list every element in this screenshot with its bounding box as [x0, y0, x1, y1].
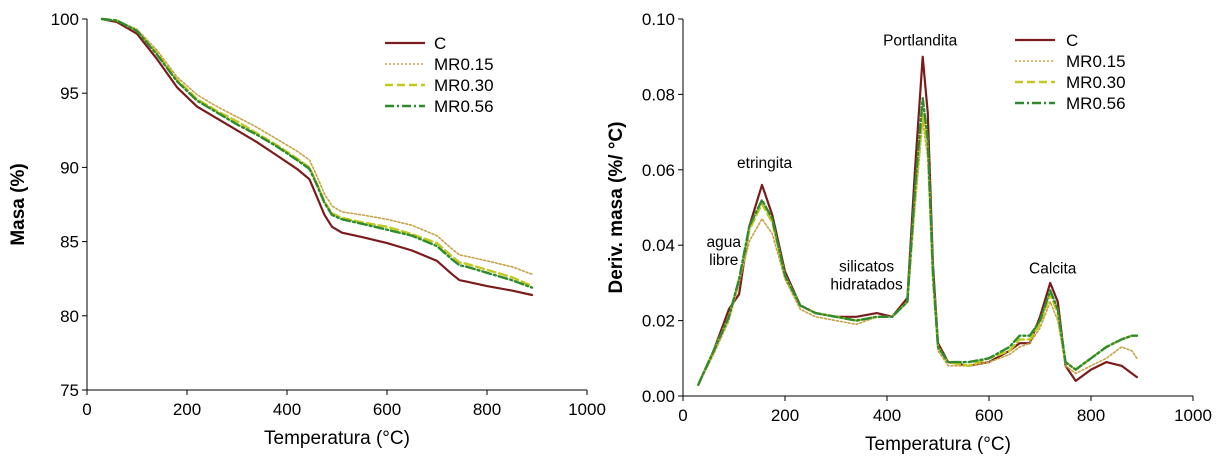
legend-label: C — [434, 34, 446, 53]
y-tick-label: 0.06 — [642, 161, 675, 180]
legend-label: MR0.30 — [1066, 73, 1126, 92]
y-axis-label: Masa (%) — [8, 163, 29, 245]
annotation-line: libre — [709, 252, 738, 269]
x-axis-label: Temperatura (°C) — [264, 428, 410, 449]
annotation-label: etringita — [737, 155, 793, 172]
series-line-mr0-15 — [101, 18, 533, 275]
x-tick-label: 200 — [771, 406, 799, 425]
annotation-label: Portlandita — [883, 32, 957, 49]
y-tick-label: 85 — [60, 233, 79, 252]
annotation-label: agua libre — [707, 234, 742, 269]
x-tick-label: 800 — [473, 400, 501, 419]
legend-label: MR0.15 — [434, 55, 494, 74]
x-tick-label: 200 — [173, 400, 201, 419]
x-tick-label: 0 — [678, 406, 687, 425]
x-tick-label: 1000 — [568, 400, 606, 419]
y-tick-label: 0.10 — [642, 10, 675, 29]
y-tick-label: 0.04 — [642, 236, 675, 255]
annotation-line: hidratados — [830, 277, 903, 294]
y-tick-label: 95 — [60, 84, 79, 103]
legend-label: MR0.56 — [434, 97, 494, 116]
x-tick-label: 400 — [273, 400, 301, 419]
x-tick-label: 800 — [1077, 406, 1105, 425]
series-line-mr0-56 — [697, 97, 1139, 386]
tga-mass-chart: 0 200 400 600 800 1000 75 80 85 90 95 100 Temperatur… — [8, 10, 606, 449]
legend-label: MR0.15 — [1066, 52, 1126, 71]
series-line-mr0-30 — [100, 17, 534, 288]
legend-label: C — [1066, 31, 1078, 50]
y-tick-label: 80 — [60, 307, 79, 326]
y-axis-label: Deriv. masa (%/ °C) — [606, 122, 627, 294]
legend-label: MR0.56 — [1066, 94, 1126, 113]
y-tick-label: 100 — [51, 10, 79, 29]
annotation-line: etringita — [737, 155, 793, 172]
dtg-derivative-chart: 0 200 400 600 800 1000 0.00 0.02 0.04 0.06 0.08 0.1… — [606, 10, 1212, 455]
x-tick-label: 600 — [373, 400, 401, 419]
x-tick-label: 0 — [82, 400, 91, 419]
series-line-c — [100, 17, 534, 297]
annotation-line: agua — [707, 234, 742, 251]
y-tick-label: 75 — [60, 381, 79, 400]
annotation-label: Calcita — [1029, 260, 1077, 277]
annotation-label: silicatos hidratados — [830, 259, 903, 294]
legend-label: MR0.30 — [434, 76, 494, 95]
annotation-line: Portlandita — [883, 32, 957, 49]
y-tick-label: 90 — [60, 158, 79, 177]
x-axis-label: Temperatura (°C) — [865, 434, 1011, 455]
series-line-mr0-56 — [100, 17, 534, 289]
x-tick-label: 400 — [873, 406, 901, 425]
y-tick-label: 0.00 — [642, 387, 675, 406]
y-tick-label: 0.08 — [642, 85, 675, 104]
x-tick-label: 600 — [975, 406, 1003, 425]
annotation-line: silicatos — [839, 259, 894, 276]
x-tick-label: 1000 — [1174, 406, 1212, 425]
y-tick-label: 0.02 — [642, 312, 675, 331]
annotation-line: Calcita — [1029, 260, 1077, 277]
